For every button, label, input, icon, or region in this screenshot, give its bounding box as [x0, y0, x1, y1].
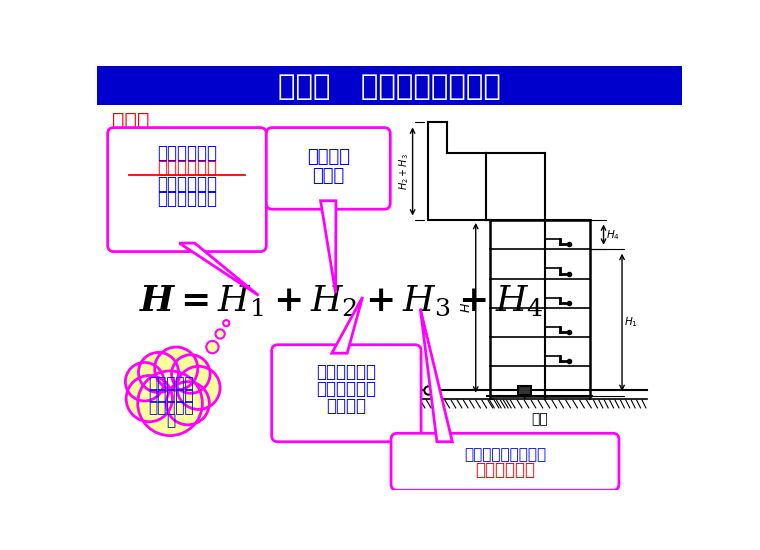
- Polygon shape: [179, 243, 258, 295]
- Polygon shape: [420, 309, 452, 442]
- Text: 引入管起点至: 引入管起点至: [157, 144, 217, 162]
- Circle shape: [223, 320, 230, 326]
- Text: 据: 据: [166, 412, 176, 428]
- Text: 水表的水: 水表的水: [307, 148, 350, 166]
- Text: $H_2+H_3$: $H_2+H_3$: [397, 152, 411, 190]
- Text: 校核给水方: 校核给水方: [148, 376, 194, 390]
- Circle shape: [125, 362, 164, 401]
- Polygon shape: [321, 201, 336, 293]
- FancyBboxPatch shape: [108, 128, 266, 251]
- Circle shape: [206, 341, 219, 353]
- Text: 第一节   给水系统所需压力: 第一节 给水系统所需压力: [278, 73, 501, 101]
- Circle shape: [154, 347, 198, 390]
- Circle shape: [138, 353, 179, 393]
- Text: $H$: $H$: [461, 302, 473, 313]
- FancyBboxPatch shape: [266, 128, 391, 209]
- Text: 泵扬程的依: 泵扬程的依: [148, 400, 194, 415]
- Circle shape: [172, 355, 210, 393]
- FancyBboxPatch shape: [271, 345, 421, 442]
- Circle shape: [177, 366, 220, 409]
- Text: 计算：: 计算：: [112, 112, 150, 132]
- Text: 损失之和: 损失之和: [326, 397, 366, 415]
- Circle shape: [166, 382, 209, 425]
- Text: 最不利配水点所需的: 最不利配水点所需的: [464, 447, 546, 463]
- Text: 的位置高度所: 的位置高度所: [157, 175, 217, 193]
- Bar: [518, 386, 530, 395]
- Polygon shape: [332, 297, 363, 353]
- Text: 头损失: 头损失: [312, 167, 344, 185]
- Text: 水表: 水表: [531, 412, 548, 426]
- Text: 式，确定水: 式，确定水: [148, 388, 194, 403]
- Text: $H_4$: $H_4$: [606, 228, 620, 241]
- Text: $\boldsymbol{H = H_1 + H_2 + H_3 + H_4}$: $\boldsymbol{H = H_1 + H_2 + H_3 + H_4}$: [139, 283, 544, 318]
- Text: 程与局部水头: 程与局部水头: [316, 381, 376, 398]
- Circle shape: [138, 371, 202, 436]
- FancyBboxPatch shape: [391, 433, 619, 490]
- Circle shape: [216, 329, 225, 339]
- Text: 计算管路的沿: 计算管路的沿: [316, 364, 376, 382]
- Text: 最不利配水点: 最不利配水点: [157, 160, 217, 178]
- Text: $H_1$: $H_1$: [625, 316, 638, 329]
- Circle shape: [126, 376, 173, 422]
- Text: 最低工作压力: 最低工作压力: [475, 461, 535, 479]
- Bar: [97, 66, 682, 104]
- Text: 要求的静水压: 要求的静水压: [157, 190, 217, 208]
